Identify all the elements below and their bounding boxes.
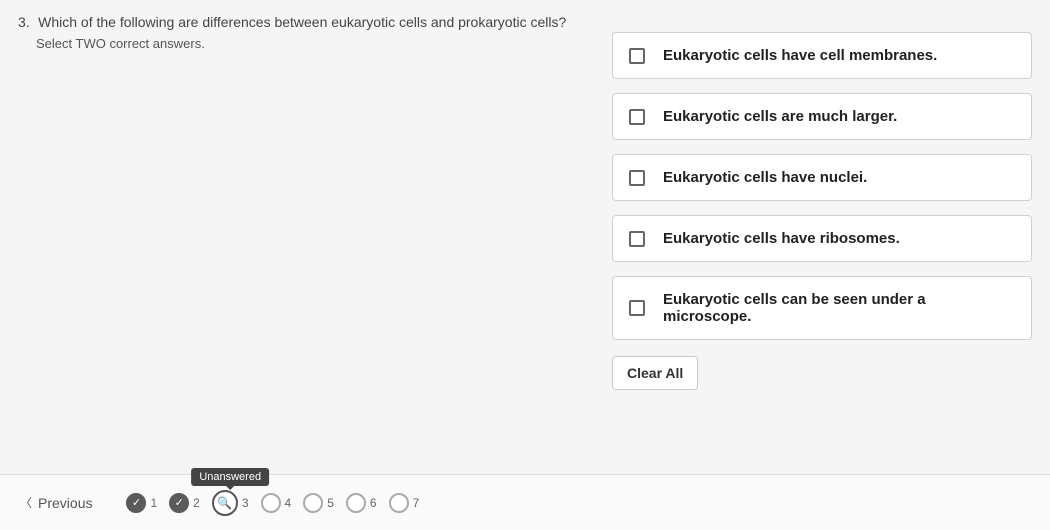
nav-item-4[interactable]: 4 — [261, 493, 292, 513]
question-nav: ✓ 1 ✓ 2 Unanswered 🔍 3 4 5 6 — [126, 490, 419, 516]
option-label: Eukaryotic cells have ribosomes. — [663, 230, 900, 247]
nav-item-2[interactable]: ✓ 2 — [169, 493, 200, 513]
chevron-left-icon: 〈 — [20, 494, 32, 511]
nav-number: 7 — [413, 496, 420, 510]
option-label: Eukaryotic cells can be seen under a mic… — [663, 291, 1015, 325]
checkbox-icon[interactable] — [629, 231, 645, 247]
options-list: Eukaryotic cells have cell membranes. Eu… — [612, 32, 1032, 390]
nav-item-3[interactable]: Unanswered 🔍 3 — [212, 490, 249, 516]
check-icon: ✓ — [126, 493, 146, 513]
question-header: 3. Which of the following are difference… — [18, 14, 618, 51]
checkbox-icon[interactable] — [629, 170, 645, 186]
nav-number: 6 — [370, 496, 377, 510]
nav-item-1[interactable]: ✓ 1 — [126, 493, 157, 513]
option-5[interactable]: Eukaryotic cells can be seen under a mic… — [612, 276, 1032, 340]
nav-number: 2 — [193, 496, 200, 510]
circle-icon — [346, 493, 366, 513]
circle-icon — [261, 493, 281, 513]
checkbox-icon[interactable] — [629, 109, 645, 125]
option-4[interactable]: Eukaryotic cells have ribosomes. — [612, 215, 1032, 262]
nav-number: 5 — [327, 496, 334, 510]
option-label: Eukaryotic cells have cell membranes. — [663, 47, 937, 64]
option-label: Eukaryotic cells have nuclei. — [663, 169, 867, 186]
option-label: Eukaryotic cells are much larger. — [663, 108, 897, 125]
nav-item-5[interactable]: 5 — [303, 493, 334, 513]
nav-number: 3 — [242, 496, 249, 510]
previous-button[interactable]: 〈 Previous — [20, 494, 92, 511]
option-1[interactable]: Eukaryotic cells have cell membranes. — [612, 32, 1032, 79]
question-instruction: Select TWO correct answers. — [36, 36, 618, 51]
nav-number: 4 — [285, 496, 292, 510]
clear-all-button[interactable]: Clear All — [612, 356, 698, 390]
circle-icon — [303, 493, 323, 513]
option-3[interactable]: Eukaryotic cells have nuclei. — [612, 154, 1032, 201]
nav-number: 1 — [150, 496, 157, 510]
question-text: Which of the following are differences b… — [38, 14, 566, 30]
nav-item-6[interactable]: 6 — [346, 493, 377, 513]
checkbox-icon[interactable] — [629, 300, 645, 316]
circle-icon — [389, 493, 409, 513]
previous-label: Previous — [38, 495, 92, 511]
tooltip: Unanswered — [191, 468, 269, 486]
option-2[interactable]: Eukaryotic cells are much larger. — [612, 93, 1032, 140]
check-icon: ✓ — [169, 493, 189, 513]
nav-item-7[interactable]: 7 — [389, 493, 420, 513]
footer-nav: 〈 Previous ✓ 1 ✓ 2 Unanswered 🔍 3 4 — [0, 474, 1050, 530]
checkbox-icon[interactable] — [629, 48, 645, 64]
question-number: 3. — [18, 14, 30, 30]
quiz-page: 3. Which of the following are difference… — [0, 0, 1050, 530]
